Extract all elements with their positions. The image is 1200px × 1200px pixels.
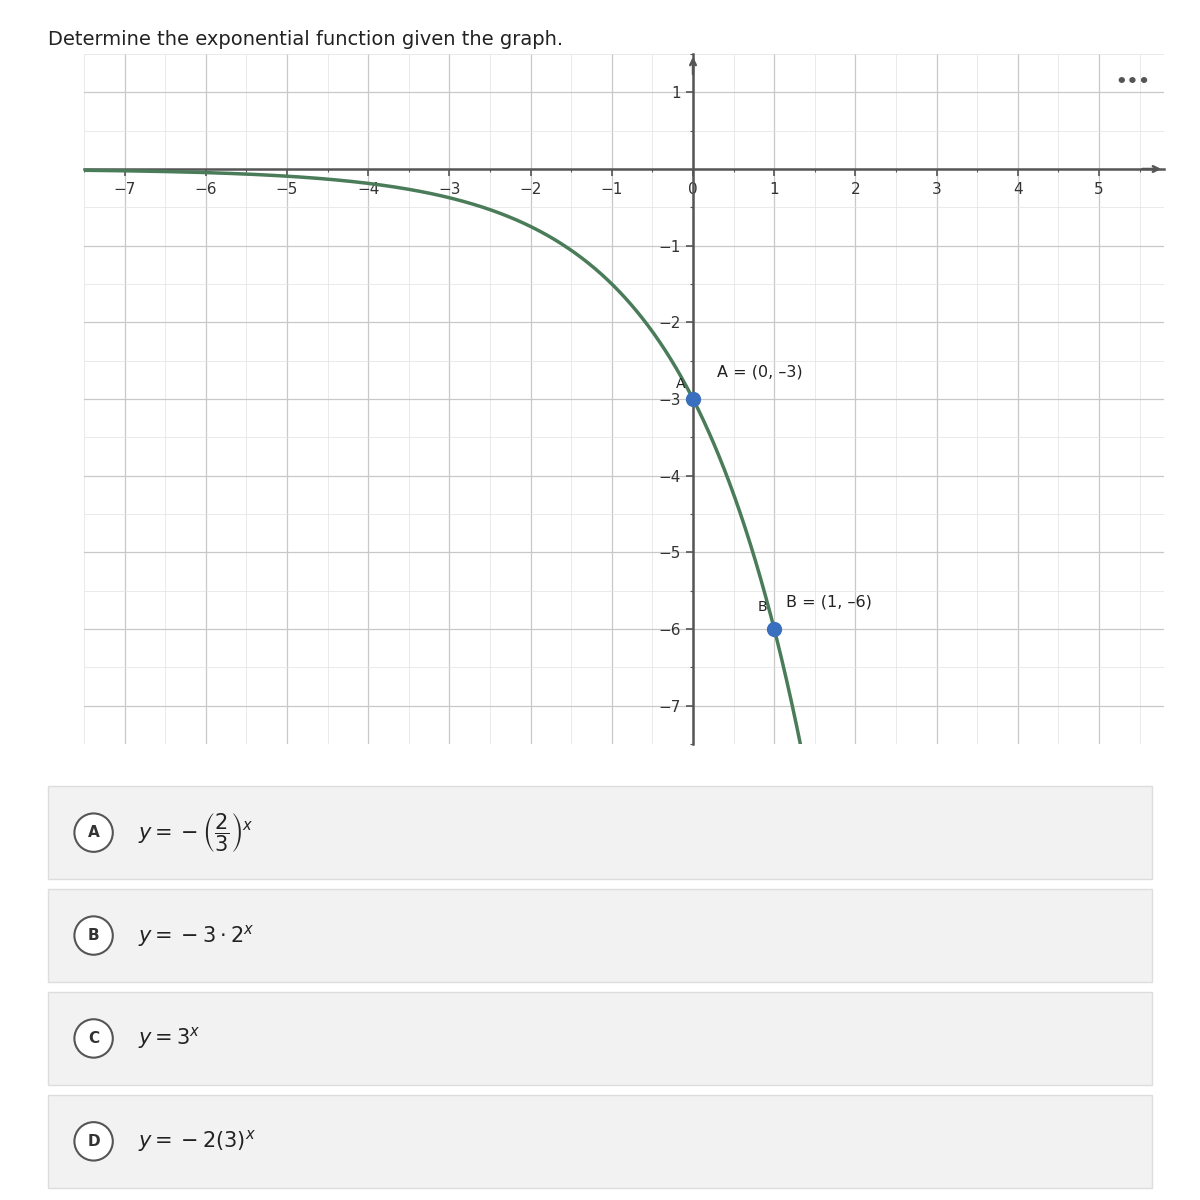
- Text: $y = 3^x$: $y = 3^x$: [138, 1026, 200, 1051]
- Text: B: B: [88, 928, 100, 943]
- Text: A: A: [676, 377, 685, 391]
- Text: $y = -2(3)^x$: $y = -2(3)^x$: [138, 1128, 256, 1154]
- Text: Determine the exponential function given the graph.: Determine the exponential function given…: [48, 30, 563, 49]
- Text: B: B: [758, 600, 768, 613]
- Text: A = (0, –3): A = (0, –3): [718, 365, 803, 380]
- Text: $y = -3 \cdot 2^x$: $y = -3 \cdot 2^x$: [138, 923, 254, 948]
- Text: •••: •••: [1115, 73, 1150, 91]
- Text: D: D: [88, 1134, 100, 1148]
- Text: C: C: [88, 1031, 100, 1046]
- Text: B = (1, –6): B = (1, –6): [786, 595, 872, 610]
- Text: $y = -\left(\dfrac{2}{3}\right)^x$: $y = -\left(\dfrac{2}{3}\right)^x$: [138, 811, 253, 854]
- Text: A: A: [88, 826, 100, 840]
